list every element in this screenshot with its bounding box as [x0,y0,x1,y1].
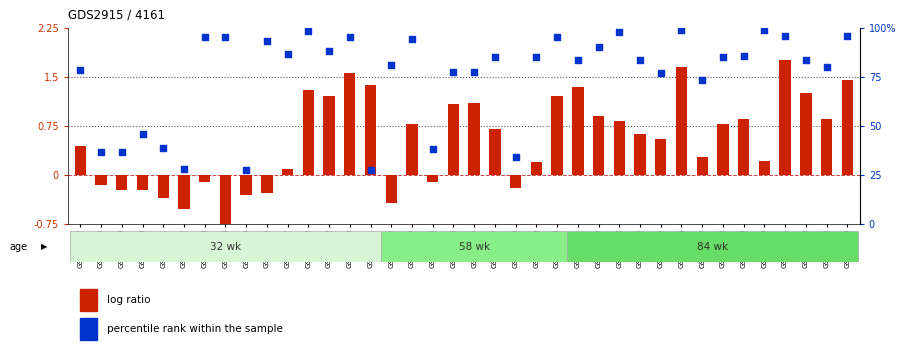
Point [446,69,461,74]
Bar [821,119,833,175]
Point [73,68,88,73]
Bar [676,67,687,175]
Bar [157,175,169,198]
Bar [448,104,459,175]
Text: GDS2915 / 4161: GDS2915 / 4161 [68,9,165,22]
Bar [116,175,128,189]
Point [322,48,337,53]
Bar [614,121,625,175]
Point [695,77,710,83]
Bar [80,318,97,340]
Point [550,35,565,40]
Bar [220,175,231,229]
Point [591,45,605,50]
Point [405,36,419,41]
Point [819,64,834,70]
Point [176,166,191,171]
Bar [70,231,381,262]
Bar [842,80,853,175]
Bar [381,231,567,262]
Bar [800,93,812,175]
Bar [779,60,791,175]
Point [674,27,689,32]
Bar [469,103,480,175]
Point [509,154,523,159]
Bar [80,289,97,311]
Point [94,149,109,155]
Bar [241,175,252,195]
Point [840,33,854,39]
Point [260,38,274,43]
Point [218,35,233,40]
Text: 84 wk: 84 wk [697,242,729,252]
Text: 32 wk: 32 wk [210,242,241,252]
Point [239,167,253,172]
Bar [137,175,148,189]
Bar [634,135,645,175]
Point [301,28,316,34]
Bar [738,119,749,175]
Bar [199,175,210,182]
Point [425,146,440,152]
Point [737,53,751,59]
Bar [655,139,666,175]
Bar [386,175,397,203]
Point [757,27,772,32]
Bar [593,116,605,175]
Bar [758,161,770,175]
Point [467,69,481,74]
Point [156,145,170,150]
Bar [572,87,584,175]
Bar [567,231,858,262]
Point [612,29,626,35]
Text: age: age [9,242,27,252]
Bar [282,169,293,175]
Bar [427,175,438,182]
Point [197,35,212,40]
Point [716,55,730,60]
Text: ▶: ▶ [41,242,47,251]
Point [633,58,647,63]
Bar [262,175,272,194]
Text: percentile rank within the sample: percentile rank within the sample [108,324,283,334]
Bar [365,85,376,175]
Point [135,132,149,137]
Point [529,55,544,60]
Point [343,35,357,40]
Point [798,58,813,63]
Bar [323,97,335,175]
Bar [530,162,542,175]
Bar [697,157,708,175]
Bar [302,90,314,175]
Bar [95,175,107,185]
Point [281,51,295,57]
Text: 58 wk: 58 wk [459,242,490,252]
Point [653,71,668,76]
Point [115,149,129,155]
Text: log ratio: log ratio [108,295,151,305]
Bar [74,146,86,175]
Point [778,33,793,39]
Point [488,55,502,60]
Bar [178,175,190,209]
Point [363,167,377,172]
Bar [406,124,418,175]
Point [384,62,398,68]
Bar [510,175,521,188]
Bar [718,124,729,175]
Bar [490,129,500,175]
Bar [344,73,356,175]
Point [570,58,585,63]
Bar [551,97,563,175]
